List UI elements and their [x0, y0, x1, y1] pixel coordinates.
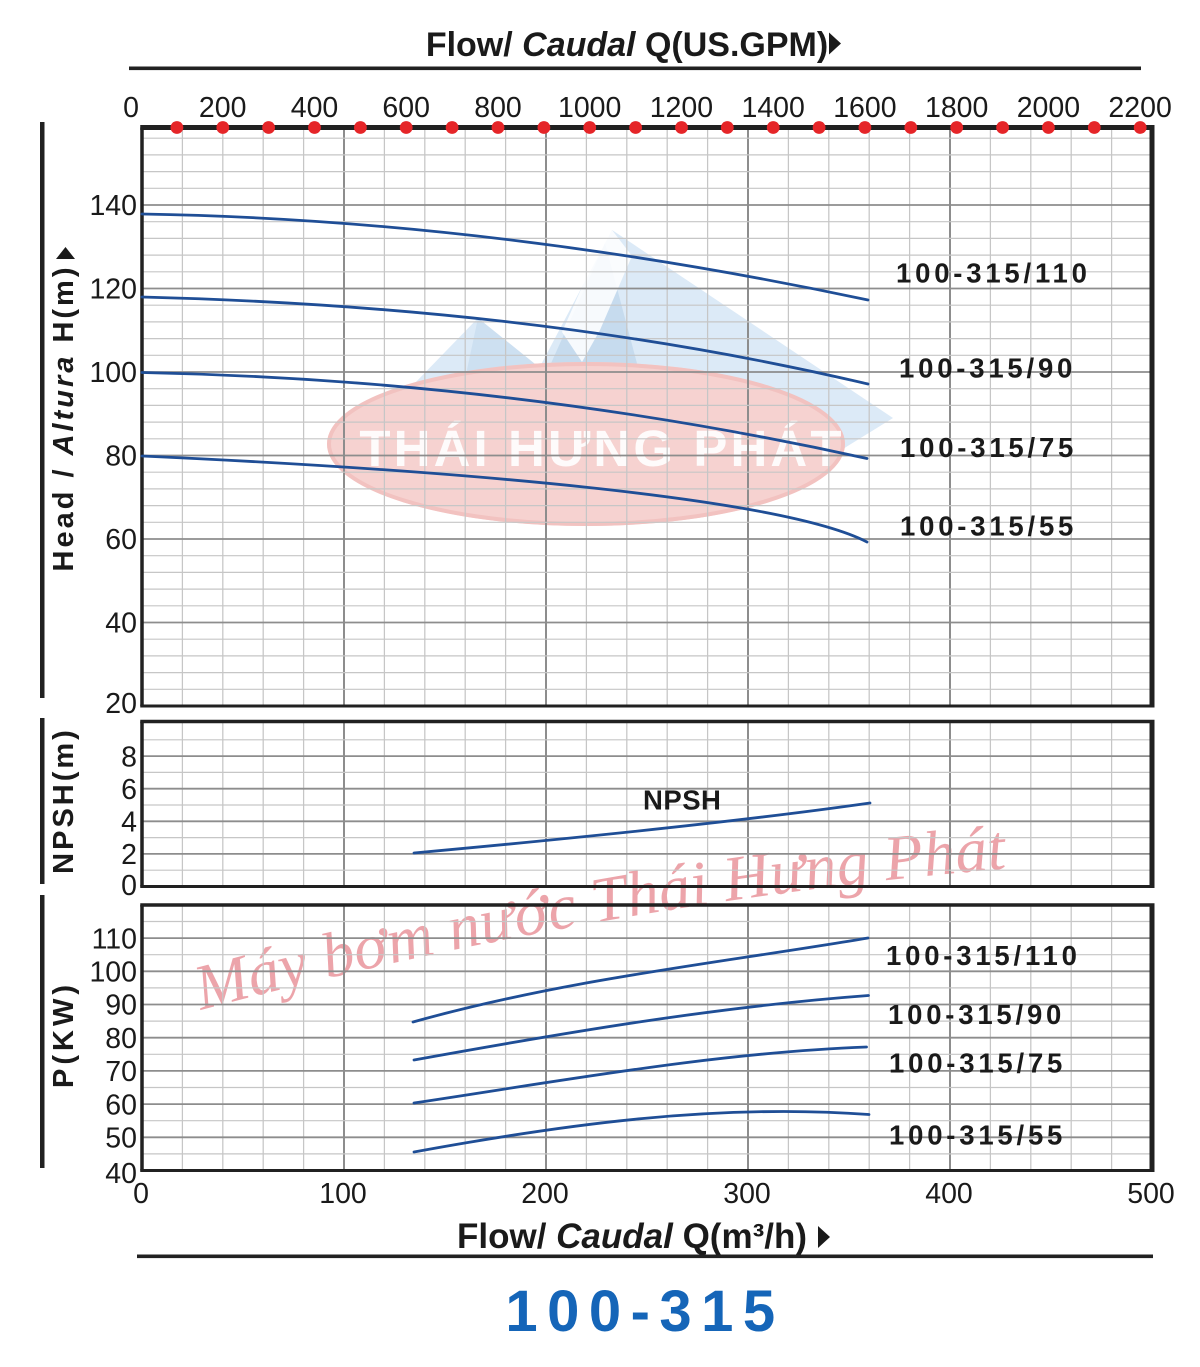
svg-text:Flow/ Caudal Q(m³/h): Flow/ Caudal Q(m³/h)	[457, 1217, 807, 1256]
svg-text:THÁI HƯNG PHÁT: THÁI HƯNG PHÁT	[359, 420, 844, 477]
svg-text:120: 120	[89, 274, 137, 306]
svg-text:140: 140	[89, 190, 137, 222]
svg-text:90: 90	[105, 990, 137, 1022]
svg-text:50: 50	[105, 1123, 137, 1155]
svg-text:40: 40	[105, 608, 137, 640]
svg-text:400: 400	[291, 92, 339, 124]
svg-text:1600: 1600	[833, 92, 896, 124]
svg-text:600: 600	[382, 92, 430, 124]
svg-text:6: 6	[121, 774, 137, 806]
svg-text:P(KW): P(KW)	[48, 981, 80, 1088]
svg-text:40: 40	[105, 1158, 137, 1190]
svg-text:100-315/110: 100-315/110	[886, 940, 1081, 971]
svg-text:200: 200	[521, 1178, 569, 1210]
svg-text:0: 0	[121, 870, 137, 902]
svg-text:300: 300	[723, 1178, 771, 1210]
svg-text:100-315/75: 100-315/75	[900, 432, 1077, 463]
svg-text:800: 800	[474, 92, 522, 124]
svg-text:100-315/110: 100-315/110	[896, 258, 1091, 289]
svg-text:100-315/90: 100-315/90	[899, 353, 1076, 384]
svg-text:60: 60	[105, 1089, 137, 1121]
svg-text:0: 0	[123, 92, 139, 124]
svg-text:1800: 1800	[925, 92, 988, 124]
svg-text:1400: 1400	[741, 92, 804, 124]
svg-text:0: 0	[133, 1178, 149, 1210]
svg-text:Flow/ Caudal Q(US.GPM): Flow/ Caudal Q(US.GPM)	[426, 26, 828, 64]
svg-text:Head / Altura H(m): Head / Altura H(m)	[48, 265, 80, 572]
svg-text:60: 60	[105, 524, 137, 556]
svg-text:100-315/55: 100-315/55	[900, 511, 1077, 542]
svg-text:100-315/55: 100-315/55	[889, 1120, 1066, 1151]
svg-text:1200: 1200	[650, 92, 713, 124]
svg-text:400: 400	[925, 1178, 973, 1210]
svg-text:80: 80	[105, 441, 137, 473]
svg-text:500: 500	[1127, 1178, 1175, 1210]
svg-text:110: 110	[92, 923, 137, 955]
svg-text:100: 100	[89, 357, 137, 389]
svg-text:1000: 1000	[558, 92, 621, 124]
svg-text:4: 4	[121, 807, 137, 839]
svg-text:100-315/75: 100-315/75	[889, 1047, 1066, 1078]
svg-text:8: 8	[121, 741, 137, 773]
svg-text:80: 80	[105, 1023, 137, 1055]
svg-text:200: 200	[199, 92, 247, 124]
svg-text:100-315/90: 100-315/90	[888, 999, 1065, 1030]
svg-text:NPSH: NPSH	[643, 785, 721, 816]
svg-text:20: 20	[105, 688, 137, 720]
svg-text:70: 70	[105, 1056, 137, 1088]
svg-text:100-315: 100-315	[505, 1279, 784, 1344]
svg-text:NPSH(m): NPSH(m)	[48, 727, 80, 874]
svg-text:100: 100	[89, 957, 137, 989]
svg-text:2: 2	[121, 839, 137, 871]
svg-text:100: 100	[319, 1178, 367, 1210]
svg-text:2200: 2200	[1108, 92, 1171, 124]
svg-text:2000: 2000	[1017, 92, 1080, 124]
